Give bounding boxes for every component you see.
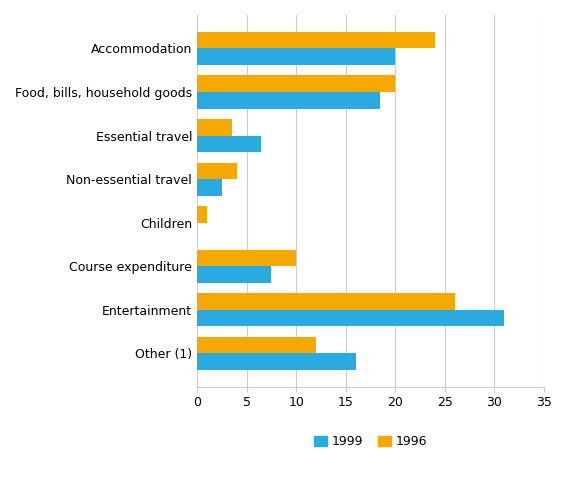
Bar xyxy=(197,310,505,326)
Bar xyxy=(197,249,296,266)
Bar xyxy=(197,48,395,65)
Bar xyxy=(197,163,236,179)
Bar xyxy=(197,353,356,370)
Bar xyxy=(197,266,272,283)
Bar xyxy=(197,206,207,223)
Bar xyxy=(197,92,380,108)
Legend: 1999, 1996: 1999, 1996 xyxy=(309,430,432,453)
Bar xyxy=(197,293,455,310)
Bar xyxy=(197,32,435,48)
Bar xyxy=(197,179,222,196)
Bar xyxy=(197,76,395,92)
Bar xyxy=(197,337,316,353)
Bar xyxy=(197,119,232,136)
Bar xyxy=(197,136,261,152)
